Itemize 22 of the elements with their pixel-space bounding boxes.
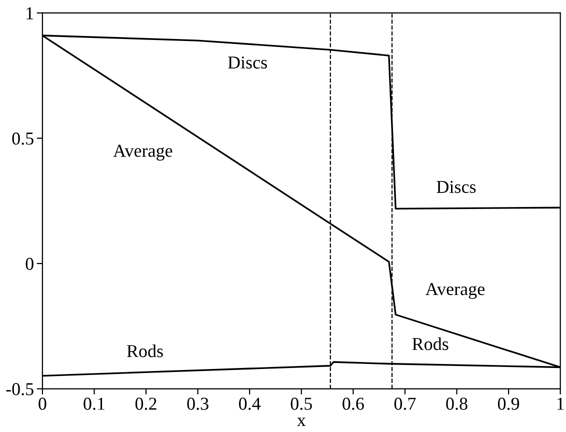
y-tick-label: -0.5	[6, 383, 34, 396]
annotation: Average	[113, 144, 172, 161]
annotation: Discs	[436, 180, 476, 193]
y-tick-label: 0	[26, 258, 34, 270]
y-tick-label: 1	[26, 7, 34, 20]
x-tick-label: 0.1	[84, 398, 104, 410]
x-tick-label: 0.2	[135, 398, 156, 410]
y-tick-label: 0.5	[12, 132, 34, 145]
annotation: Average	[425, 283, 484, 299]
x-tick-label: 0.6	[342, 398, 364, 410]
annotation: Rods	[412, 337, 448, 350]
x-tick-label: 0.8	[446, 398, 468, 410]
x-tick-label: 1	[557, 398, 564, 410]
x-tick-label: 0.9	[498, 398, 520, 410]
x-tick-label: 0.7	[394, 398, 416, 410]
annotation: Discs	[228, 56, 267, 69]
x-tick-label: 0.5	[290, 398, 312, 410]
x-tick-label: 0.4	[239, 398, 261, 410]
x-tick-label: 0	[38, 398, 46, 410]
x-tick-label: 0.3	[187, 398, 208, 410]
annotation: Rods	[126, 344, 163, 358]
x-axis-title: x	[297, 418, 306, 426]
